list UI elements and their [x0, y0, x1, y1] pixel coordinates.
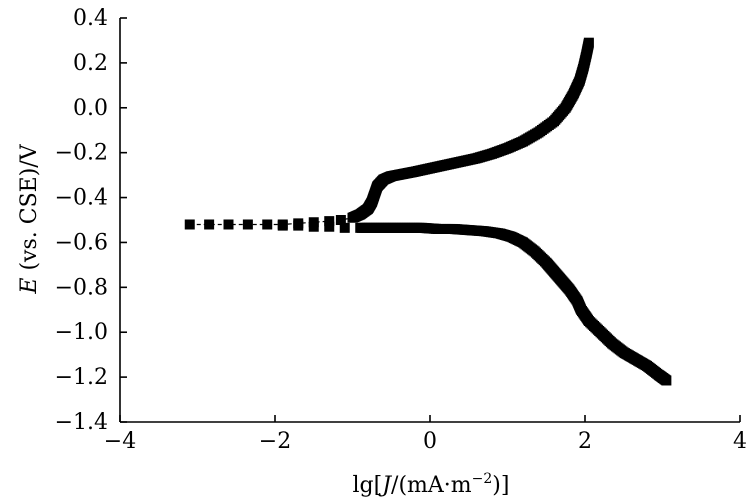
y-tick-label: 0.2 [73, 51, 108, 76]
y-tick-label: −0.8 [55, 275, 108, 300]
y-tick-label: −1.2 [55, 365, 108, 390]
y-tick-label: −1.0 [55, 320, 108, 345]
x-axis-label: lg[J/(mA·m−2)] [353, 471, 510, 498]
y-tick-label: −0.4 [55, 186, 108, 211]
anodic-data-point [583, 37, 594, 48]
x-label-unit: /(mA·m [391, 473, 472, 498]
x-label-prefix: lg[ [353, 473, 383, 498]
y-label-unit: (vs. CSE)/V [17, 143, 42, 277]
y-tick-label: −0.2 [55, 141, 108, 166]
data-marks [184, 37, 672, 386]
anodic-data-point [204, 219, 215, 230]
y-axis-label: E (vs. CSE)/V [17, 143, 42, 294]
x-tick-label: −2 [259, 429, 291, 454]
anodic-data-point [324, 216, 335, 227]
cathodic-data-point [339, 222, 350, 233]
cathodic-data-point [661, 375, 672, 386]
cathodic-data-point [308, 221, 319, 232]
cathodic-data-point [324, 221, 335, 232]
x-tick-label: 4 [733, 429, 747, 454]
x-label-suffix: )] [492, 473, 509, 498]
x-label-superscript: −2 [472, 471, 493, 487]
y-tick-label: −0.6 [55, 230, 108, 255]
x-tick-label: 2 [578, 429, 592, 454]
y-label-variable: E [17, 278, 42, 295]
cathodic-data-point [293, 220, 304, 231]
y-tick-label: 0.4 [73, 6, 108, 31]
cathodic-data-point [277, 220, 288, 231]
y-tick-label: 0.0 [73, 96, 108, 121]
x-tick-label: −4 [104, 429, 136, 454]
y-tick-label: −1.4 [55, 410, 108, 435]
tail-connector-line [189, 217, 353, 226]
x-tick-label: 0 [423, 429, 437, 454]
x-label-variable: J [378, 473, 392, 498]
anodic-data-point [335, 215, 346, 225]
ticks: −4 −2 0 2 4 0.4 0.2 0.0 −0.2 −0.4 −0.6 −0.8 −1.0 −1.2… [55, 6, 747, 454]
